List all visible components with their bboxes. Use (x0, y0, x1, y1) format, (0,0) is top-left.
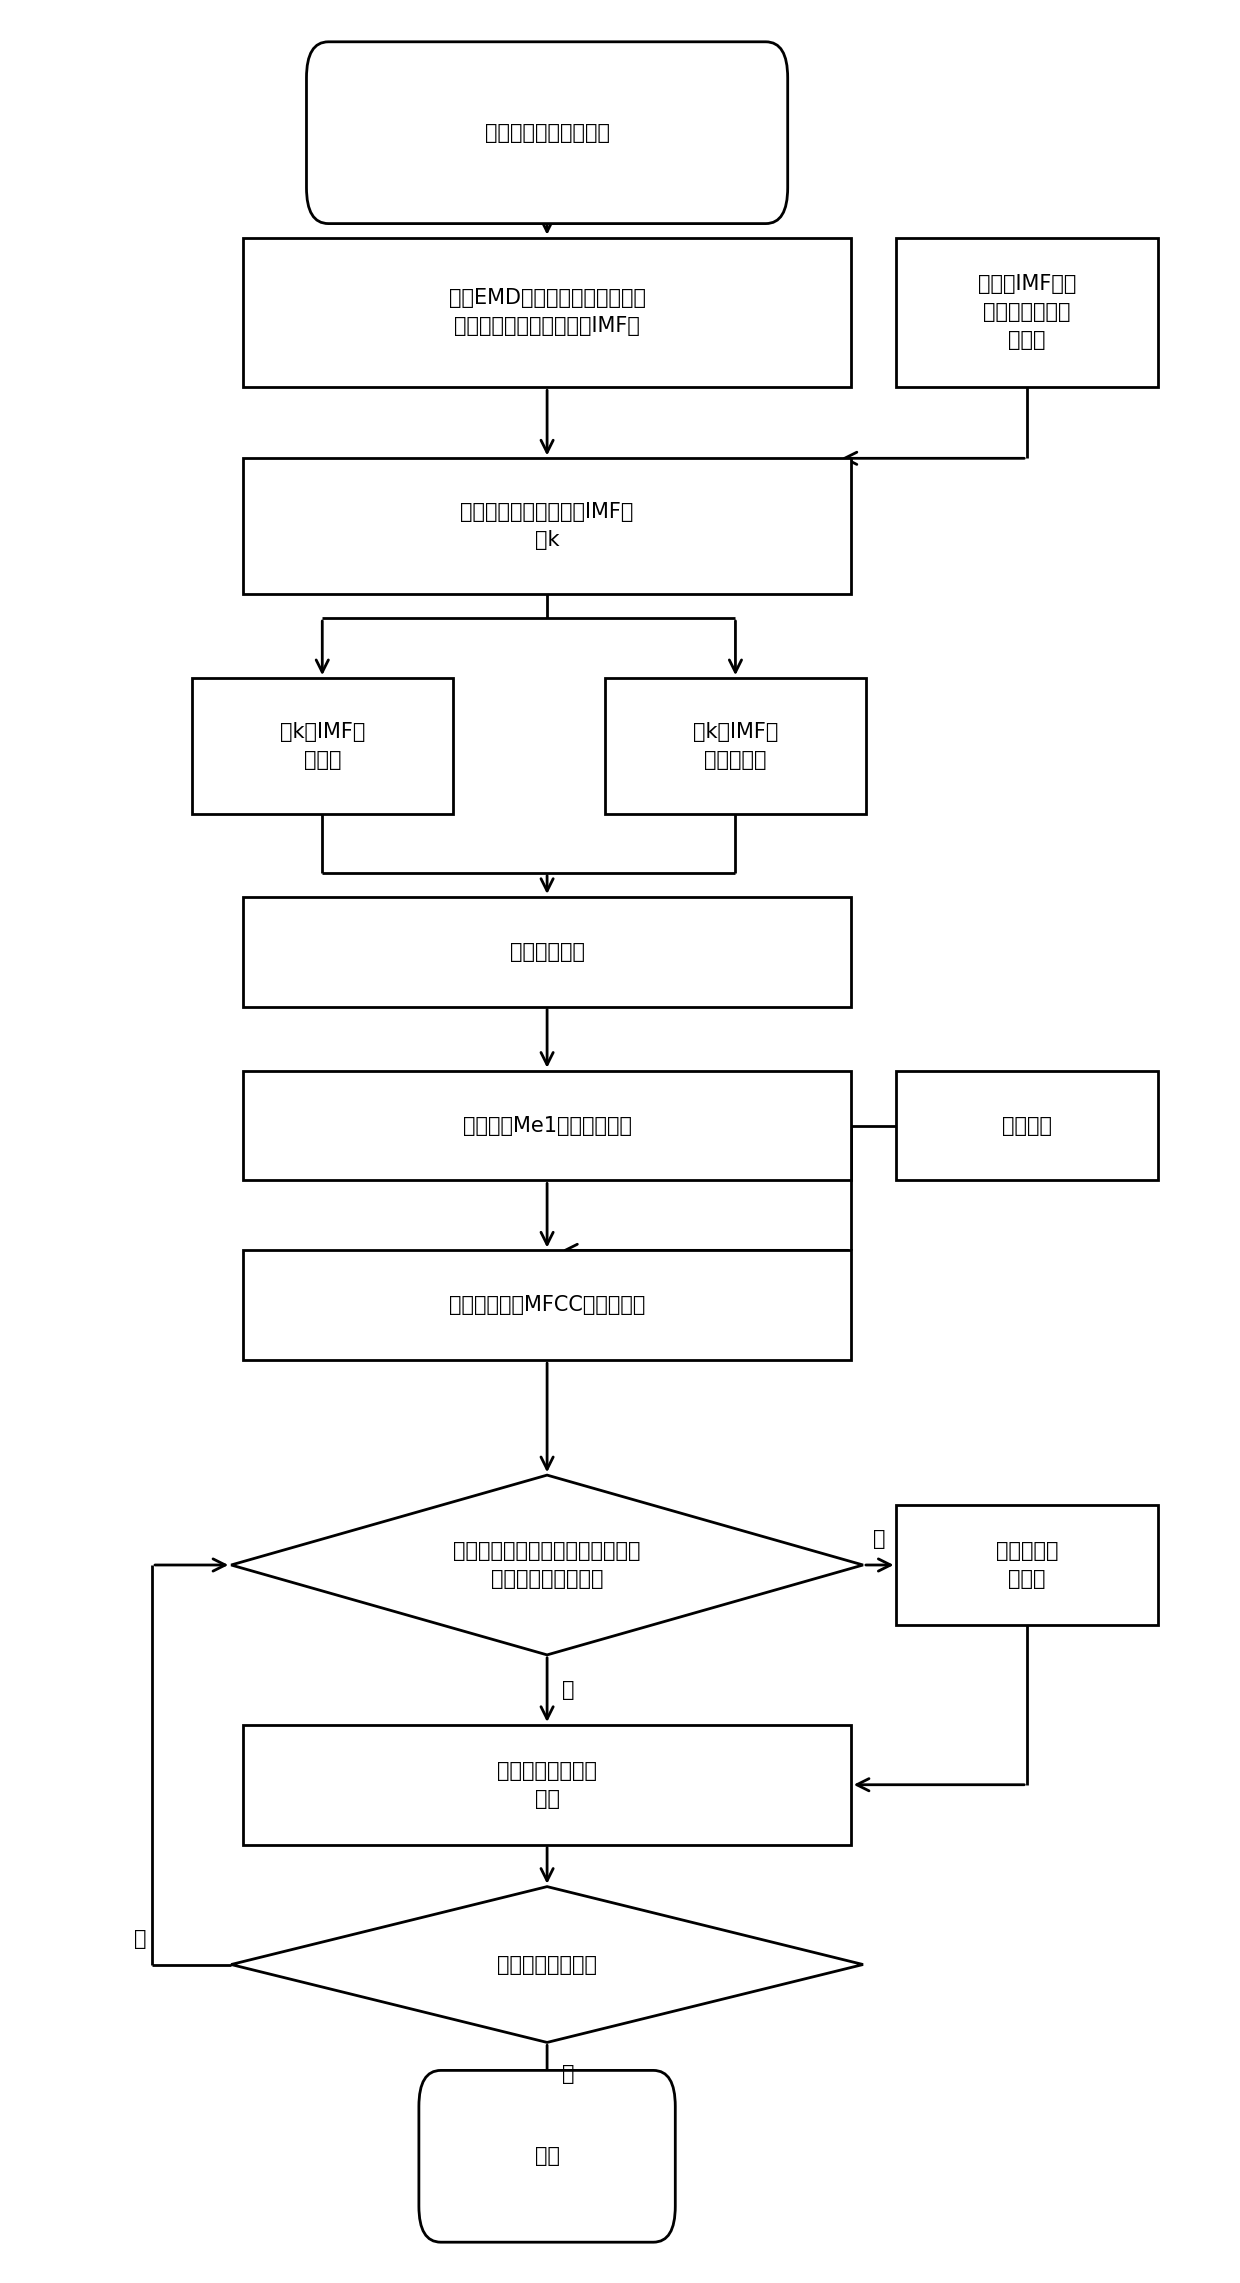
Text: 确定噪声为主导模态的IMF阶
数k: 确定噪声为主导模态的IMF阶 数k (460, 502, 634, 550)
Text: 欧氏距离: 欧氏距离 (1002, 1116, 1052, 1135)
Text: 利用EMD对含噪的语音信号进行
分解，各阶本征模函数（IMF）: 利用EMD对含噪的语音信号进行 分解，各阶本征模函数（IMF） (449, 288, 646, 336)
Polygon shape (231, 1886, 863, 2043)
Bar (243, 1251, 851, 1361)
Text: 根据各帧语音信号相似度幅值是否
存明显高于背景噪声: 根据各帧语音信号相似度幅值是否 存明显高于背景噪声 (454, 1541, 641, 1589)
Text: 否: 否 (873, 1530, 887, 1548)
Bar (192, 678, 453, 815)
Bar (243, 237, 851, 388)
Text: 前k个IMF小
波阈值降噪: 前k个IMF小 波阈值降噪 (693, 721, 779, 769)
Bar (897, 1071, 1158, 1180)
Bar (243, 897, 851, 1007)
Text: 语音信号Me1倒谱参数计算: 语音信号Me1倒谱参数计算 (463, 1116, 631, 1135)
Text: 后k个IMF不
作处理: 后k个IMF不 作处理 (279, 721, 365, 769)
Text: 否: 否 (134, 1929, 146, 1947)
FancyBboxPatch shape (419, 2071, 676, 2242)
Bar (605, 678, 866, 815)
Text: 是: 是 (562, 1680, 574, 1701)
Text: 该帧信号为
噪声段: 该帧信号为 噪声段 (996, 1541, 1059, 1589)
Bar (243, 1726, 851, 1845)
Text: 结束: 结束 (534, 2146, 559, 2167)
Text: 重构语音信号: 重构语音信号 (510, 941, 584, 961)
Bar (897, 237, 1158, 388)
Bar (897, 1504, 1158, 1625)
Text: 语音信号是否结束: 语音信号是否结束 (497, 1954, 598, 1975)
Bar (243, 459, 851, 594)
Bar (243, 1071, 851, 1180)
Text: 以各阶IMF自相
关系数的方差作
为参数: 以各阶IMF自相 关系数的方差作 为参数 (978, 274, 1076, 352)
Text: 该帧信号为有效语
音段: 该帧信号为有效语 音段 (497, 1760, 598, 1808)
Polygon shape (231, 1475, 863, 1655)
FancyBboxPatch shape (306, 41, 787, 224)
Text: 是: 是 (562, 2064, 574, 2084)
Text: 采集说话人的语音信号: 采集说话人的语音信号 (485, 123, 610, 144)
Text: 获得语音信号MFCC相似度曲线: 获得语音信号MFCC相似度曲线 (449, 1294, 645, 1315)
